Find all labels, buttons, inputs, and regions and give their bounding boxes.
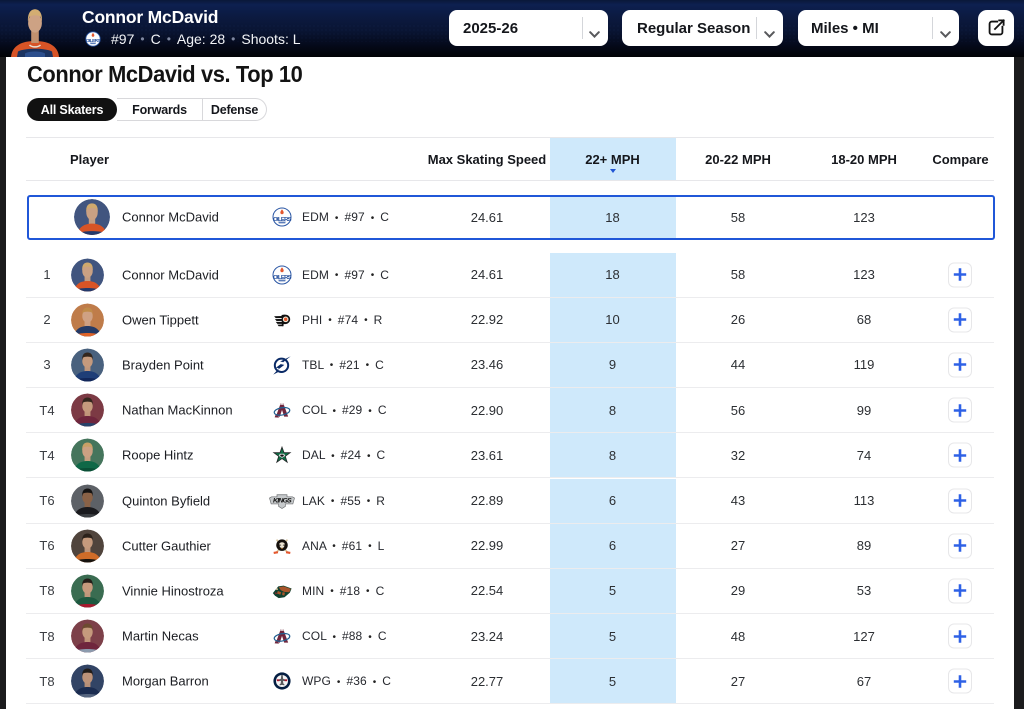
svg-text:OILERS: OILERS (86, 38, 101, 43)
svg-text:OILERS: OILERS (273, 217, 291, 223)
svg-text:KINGS: KINGS (273, 497, 292, 504)
svg-text:OILERS: OILERS (273, 274, 291, 280)
